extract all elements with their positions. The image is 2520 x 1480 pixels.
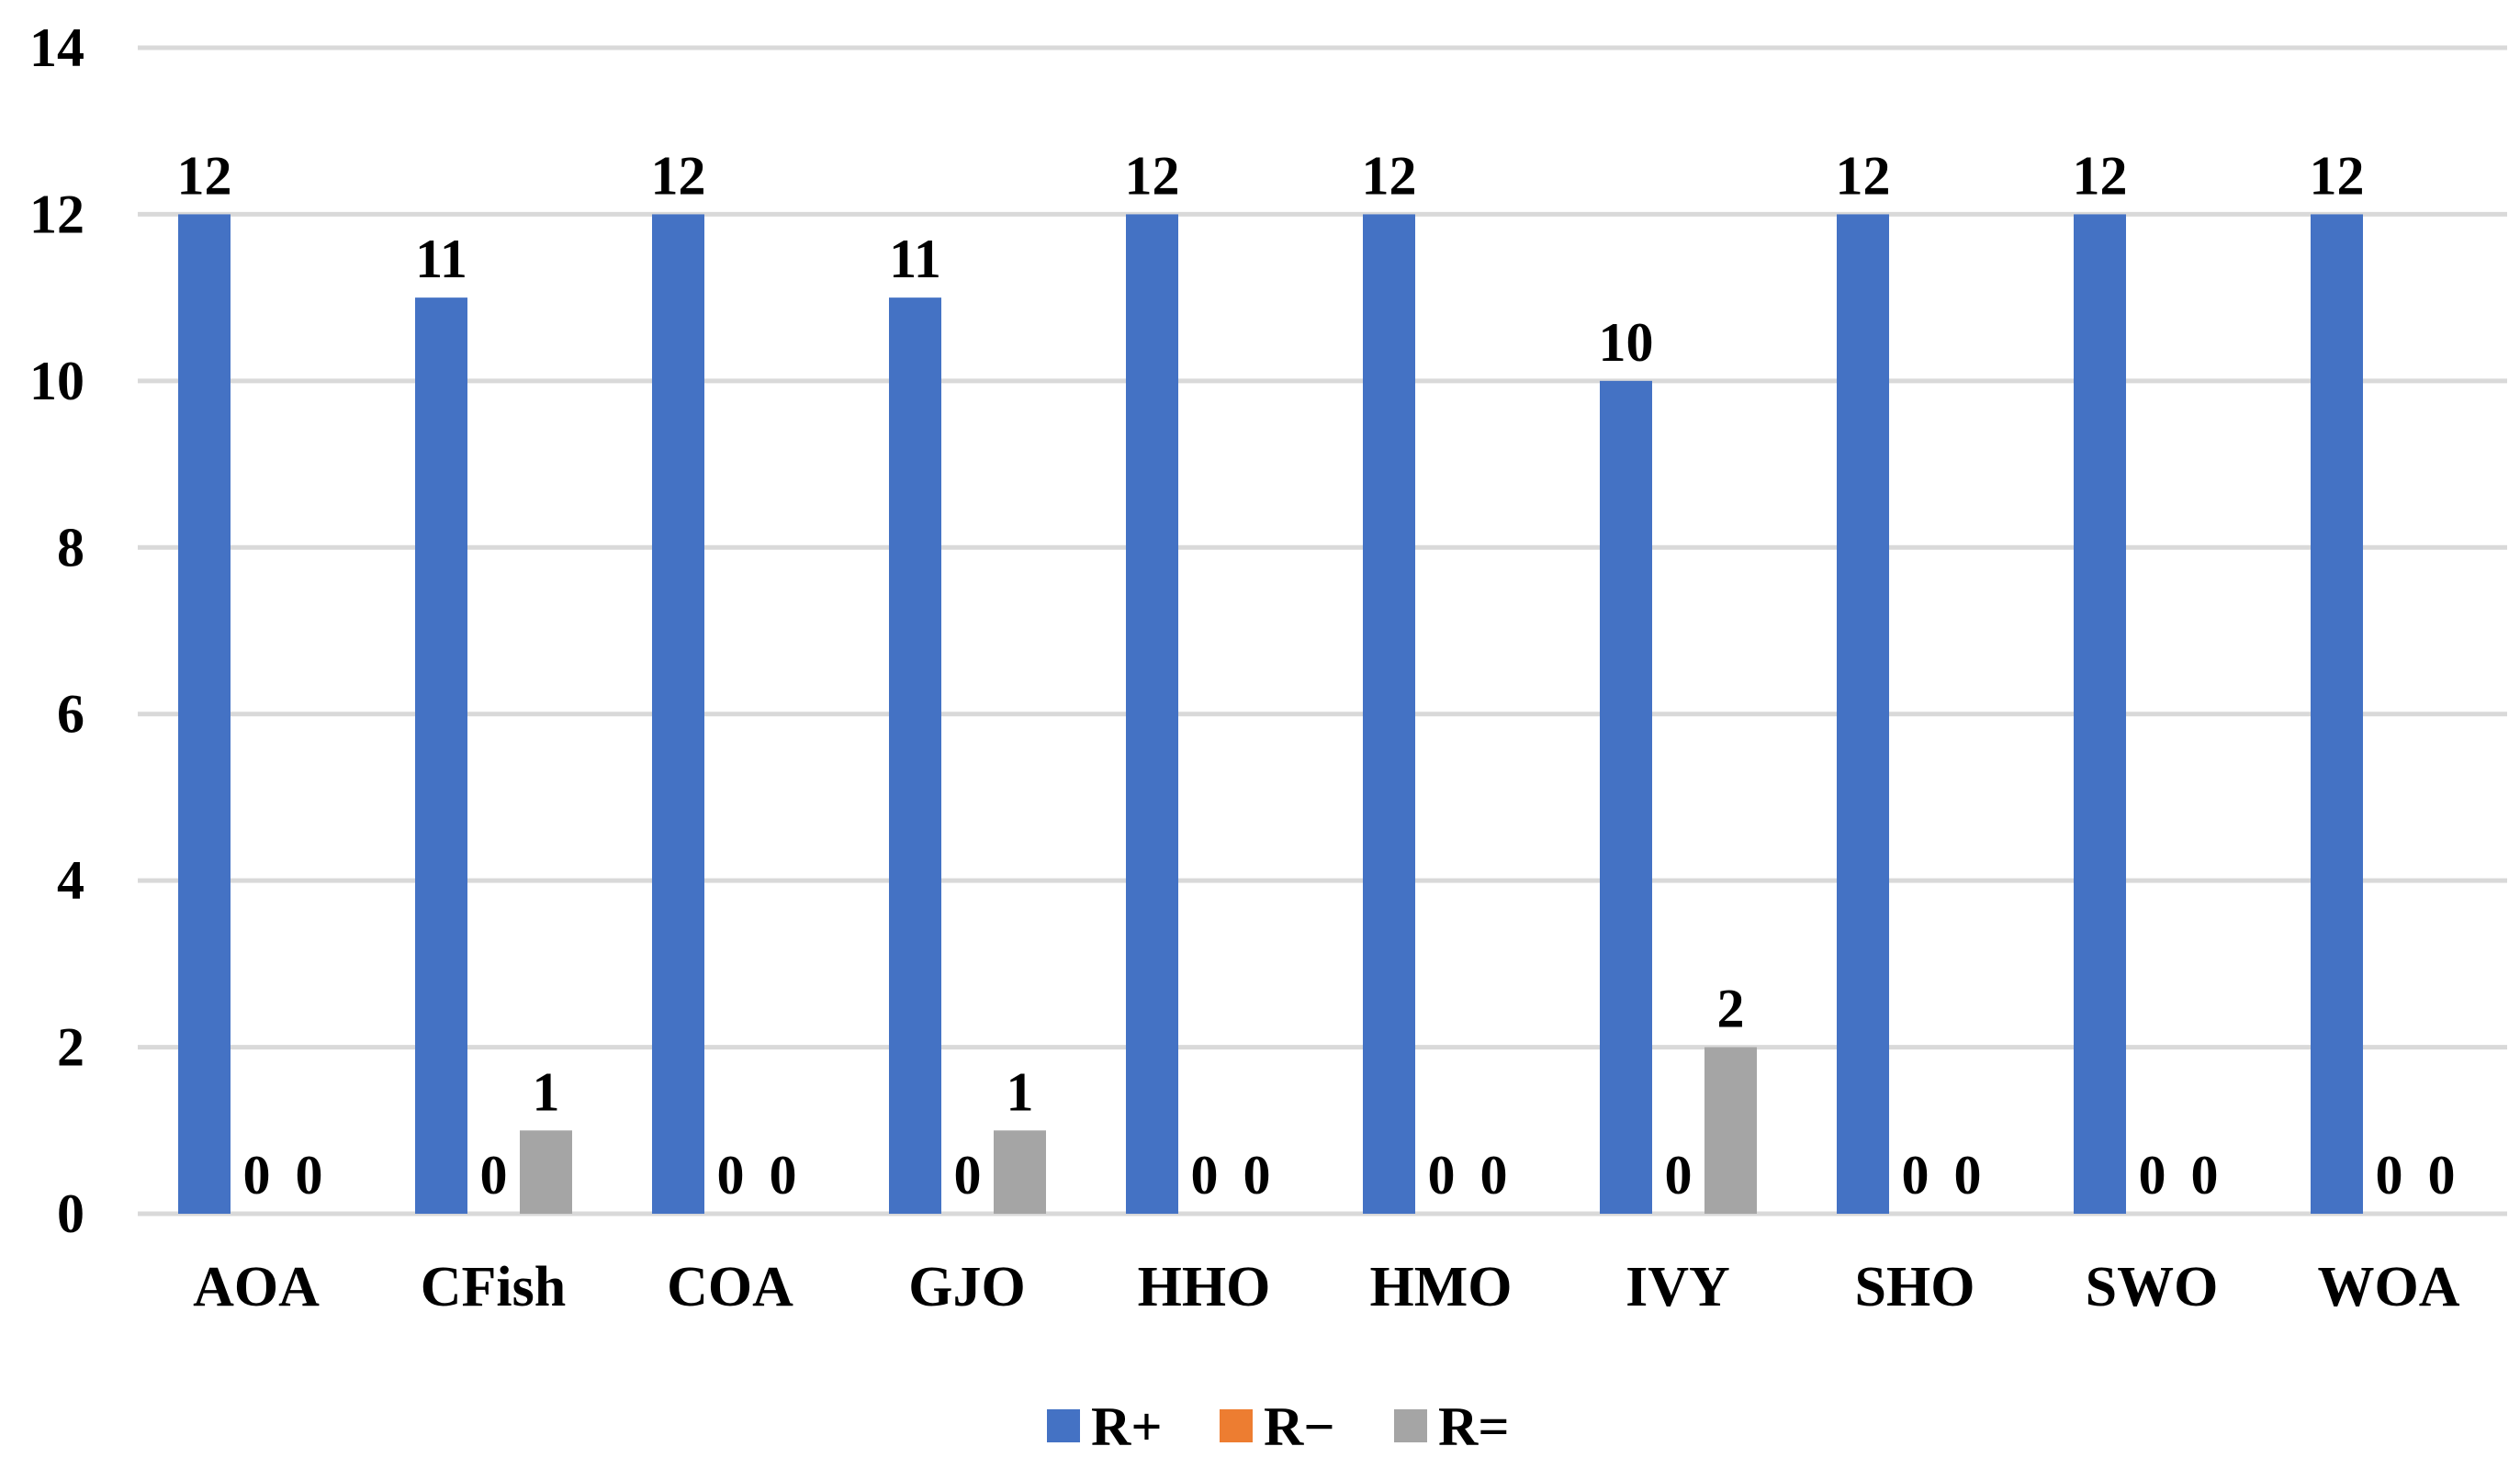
data-label-R−-CFish: 0 [480,1145,508,1205]
category-label-WOA: WOA [2318,1256,2460,1318]
data-label-R+-CFish: 11 [415,229,467,289]
legend-swatch-R− [1220,1409,1253,1442]
data-label-R−-GJO: 0 [954,1145,982,1205]
category-label-CFish: CFish [421,1256,566,1318]
data-label-R=-AOA: 0 [296,1145,323,1205]
bar-R+-SHO [1837,214,1889,1214]
x-axis-categories: AOA CFish COA GJO HHO HMO IVY SHO SWO WOA [193,1256,2460,1318]
legend-swatch-R= [1394,1409,1427,1442]
data-label-R−-IVY: 0 [1665,1145,1693,1205]
category-label-SWO: SWO [2086,1256,2219,1318]
bar-R=-IVY [1704,1047,1757,1214]
data-label-R=-WOA: 0 [2428,1145,2456,1205]
bar-R+-GJO [889,297,941,1215]
bars [178,214,2363,1215]
category-label-GJO: GJO [908,1256,1025,1318]
data-label-R+-SHO: 12 [1836,145,1891,206]
legend-label-R+: R+ [1091,1396,1163,1457]
data-label-R+-AOA: 12 [177,145,232,206]
data-label-R−-HMO: 0 [1428,1145,1456,1205]
data-label-R−-WOA: 0 [2376,1145,2403,1205]
data-label-R+-GJO: 11 [889,229,941,289]
bar-R+-WOA [2311,214,2363,1214]
bar-R+-AOA [178,214,231,1214]
bar-R+-IVY [1600,380,1652,1214]
data-label-R=-SWO: 0 [2191,1145,2219,1205]
category-label-COA: COA [667,1256,793,1318]
y-tick-label: 6 [57,684,84,745]
data-label-R=-CFish: 1 [533,1061,560,1122]
legend-label-R=: R= [1438,1396,1510,1457]
data-label-R+-IVY: 10 [1599,312,1654,373]
y-tick-label: 0 [57,1183,84,1244]
data-label-R−-SWO: 0 [2139,1145,2166,1205]
legend-swatch-R+ [1047,1409,1080,1442]
y-tick-label: 12 [29,184,84,244]
y-tick-label: 8 [57,517,84,577]
bar-R+-HMO [1363,214,1415,1214]
data-label-R=-HHO: 0 [1243,1145,1271,1205]
category-label-HHO: HHO [1138,1256,1271,1318]
bar-R+-HHO [1126,214,1178,1214]
data-label-R=-COA: 0 [770,1145,797,1205]
data-label-R+-SWO: 12 [2073,145,2128,206]
gridlines [138,45,2507,1217]
bar-R=-GJO [994,1130,1046,1214]
category-label-HMO: HMO [1370,1256,1513,1318]
category-label-SHO: SHO [1855,1256,1975,1318]
data-label-R=-GJO: 1 [1007,1061,1034,1122]
data-label-R=-HMO: 0 [1480,1145,1508,1205]
y-tick-label: 14 [29,17,84,78]
data-label-R−-HHO: 0 [1191,1145,1219,1205]
data-label-R+-HMO: 12 [1362,145,1417,206]
y-tick-label: 4 [57,850,84,911]
data-label-R=-IVY: 2 [1717,979,1745,1039]
data-label-R+-HHO: 12 [1125,145,1180,206]
bar-R+-SWO [2074,214,2126,1214]
legend-label-R−: R− [1264,1396,1335,1457]
y-axis-ticks: 0 2 4 6 8 10 12 14 [29,17,84,1244]
category-label-AOA: AOA [193,1256,320,1318]
bar-R+-COA [652,214,704,1214]
data-label-R−-SHO: 0 [1902,1145,1929,1205]
y-tick-label: 2 [57,1017,84,1078]
data-label-R+-WOA: 12 [2310,145,2365,206]
category-label-IVY: IVY [1626,1256,1730,1318]
data-label-R+-COA: 12 [651,145,706,206]
data-label-R=-SHO: 0 [1954,1145,1982,1205]
data-label-R−-AOA: 0 [243,1145,271,1205]
bar-R+-CFish [415,297,467,1215]
bar-R=-CFish [520,1130,572,1214]
legend: R+ R− R= [1047,1396,1510,1457]
y-tick-label: 10 [29,351,84,411]
data-label-R−-COA: 0 [717,1145,745,1205]
